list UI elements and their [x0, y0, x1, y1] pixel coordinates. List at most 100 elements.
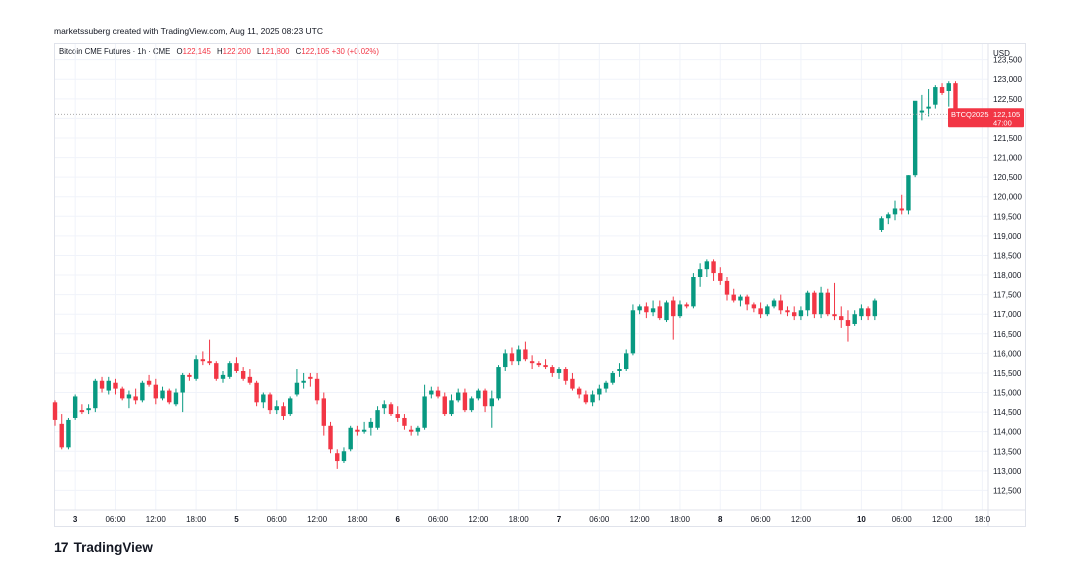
candle [906, 175, 911, 215]
candle [812, 290, 817, 319]
candle [503, 349, 508, 371]
time-axis[interactable]: 3 06:00 12:00 18:00 5 06:00 12:00 18:00 6 06:00 12… [73, 515, 991, 524]
candle-body [456, 392, 461, 401]
legend-open-key: O [176, 47, 183, 56]
candle-body [805, 292, 810, 311]
candle [429, 386, 434, 399]
legend-high-key: H [216, 47, 223, 56]
candle-body [113, 382, 118, 389]
candle [294, 369, 300, 397]
candle [93, 378, 98, 413]
candle [529, 355, 535, 370]
candle-body [489, 398, 494, 407]
candle-body [624, 353, 629, 370]
candle [563, 367, 568, 385]
candle [140, 380, 145, 403]
x-tick-label: 12:00 [932, 515, 953, 524]
candle-body [704, 261, 710, 270]
candle [106, 376, 111, 395]
candle [630, 304, 636, 356]
candle-body [288, 398, 293, 415]
candle [240, 367, 246, 381]
candle [449, 394, 454, 417]
candle-body [281, 406, 286, 417]
candle [160, 386, 165, 401]
candle-body [146, 380, 152, 385]
candle [146, 374, 152, 387]
candle [281, 402, 286, 420]
candle-body [886, 214, 891, 219]
y-tick-label: 117,000 [993, 310, 1022, 319]
candle [818, 286, 824, 319]
x-tick-label: 5 [234, 515, 239, 524]
candle [388, 402, 394, 417]
candle-body [509, 353, 515, 362]
candle-body [711, 261, 716, 274]
candle-body [193, 359, 199, 379]
candle-body [66, 419, 71, 448]
price-axis[interactable]: 112,500 113,000 113,500 114,000 114,500 115,0… [993, 56, 1022, 496]
candle [267, 392, 273, 415]
x-tick-label: 06:00 [751, 515, 772, 524]
candle-body [120, 388, 125, 399]
candle-body [59, 423, 64, 448]
chart-credit: marketssuberg created with TradingView.c… [54, 26, 323, 36]
candle [576, 386, 582, 399]
candle-body [845, 320, 851, 326]
x-tick-label: 12:00 [146, 515, 167, 524]
candle-body [650, 308, 656, 313]
candle-body [926, 106, 931, 109]
candle-body [691, 277, 696, 307]
candle [133, 388, 138, 405]
candle [288, 396, 293, 417]
candle-body [933, 87, 938, 105]
candle [227, 361, 232, 379]
candle-body [664, 302, 669, 321]
candle-body [476, 390, 481, 399]
candle [261, 392, 266, 409]
y-tick-label: 122,500 [993, 95, 1022, 104]
candle [214, 361, 219, 381]
candle [99, 376, 105, 393]
candle-body [395, 414, 400, 418]
tradingview-logo[interactable]: 17 TradingView [54, 539, 153, 555]
candle-body [348, 427, 353, 450]
candle-body [792, 312, 797, 317]
candle [435, 386, 441, 399]
candle [839, 306, 844, 328]
candle-body [671, 300, 676, 317]
candle [59, 414, 64, 450]
candle-body [543, 365, 548, 368]
candle [825, 288, 830, 317]
candle [341, 447, 347, 464]
y-tick-label: 119,000 [993, 232, 1022, 241]
candle-body [892, 208, 898, 215]
candle-body [180, 374, 185, 393]
candle [368, 417, 374, 436]
candle [879, 216, 884, 232]
y-tick-label: 115,500 [993, 369, 1022, 378]
y-tick-label: 119,500 [993, 212, 1022, 221]
candle-body [872, 300, 878, 317]
candle [912, 100, 918, 178]
candle [180, 372, 185, 413]
candle [805, 290, 810, 317]
candle-body [765, 306, 770, 315]
candle [852, 310, 857, 326]
legend-close-value: 122,105 [301, 47, 330, 56]
candle [220, 370, 226, 383]
candle [644, 302, 649, 319]
candle-body [153, 384, 158, 399]
candle [113, 378, 118, 395]
chart-frame[interactable] [54, 43, 1026, 527]
candle-body [832, 314, 837, 317]
candle [193, 355, 199, 381]
candle [66, 417, 71, 450]
candle [597, 384, 602, 401]
candle [536, 361, 542, 368]
candle [919, 94, 925, 121]
candle-body [469, 398, 474, 411]
y-tick-label: 118,500 [993, 251, 1022, 260]
x-tick-label: 06:00 [105, 515, 126, 524]
